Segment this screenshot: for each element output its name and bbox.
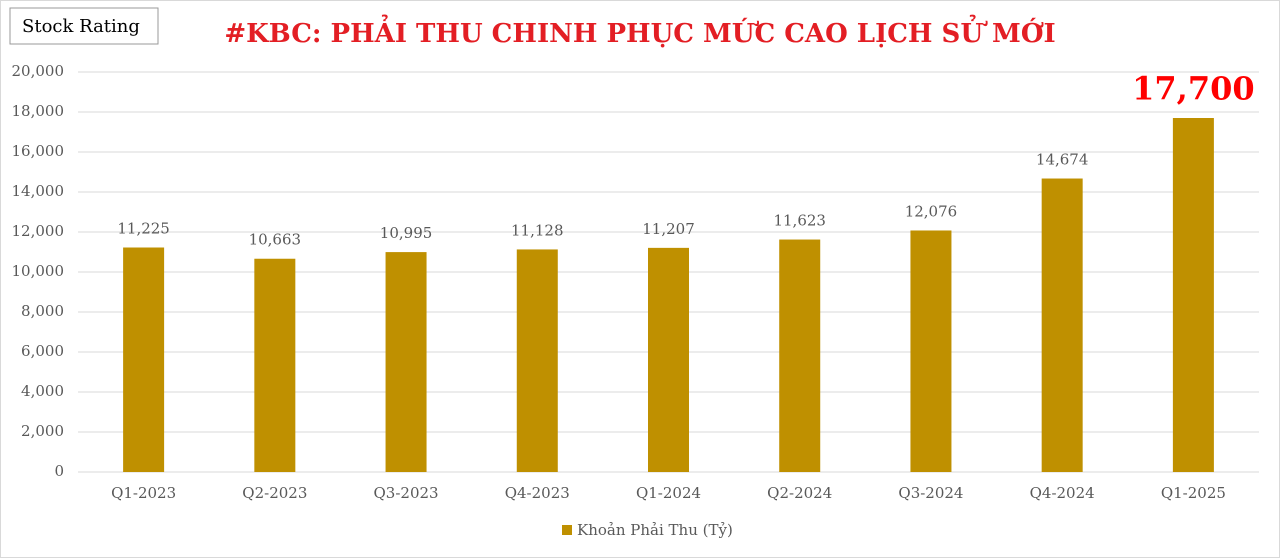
legend-label: Khoản Phải Thu (Tỷ)	[577, 521, 733, 539]
x-tick-label: Q2-2023	[242, 484, 307, 502]
value-label: 14,674	[1036, 151, 1089, 169]
x-tick-label: Q4-2024	[1030, 484, 1095, 502]
bar	[648, 247, 689, 472]
y-tick-label: 16,000	[12, 142, 65, 160]
bar	[1041, 178, 1083, 472]
y-tick-label: 6,000	[21, 342, 64, 360]
y-tick-label: 10,000	[12, 262, 65, 280]
y-tick-label: 14,000	[12, 182, 65, 200]
y-tick-label: 8,000	[21, 302, 64, 320]
y-tick-label: 18,000	[12, 102, 65, 120]
y-tick-label: 4,000	[21, 382, 64, 400]
x-tick-label: Q2-2024	[767, 484, 832, 502]
bar	[1172, 118, 1214, 472]
y-tick-label: 0	[54, 462, 64, 480]
y-tick-label: 2,000	[21, 422, 64, 440]
value-label: 10,995	[380, 224, 433, 242]
bar	[516, 249, 558, 472]
badge-box	[9, 7, 159, 45]
value-label: 11,225	[117, 220, 170, 238]
x-tick-label: Q1-2025	[1161, 484, 1226, 502]
value-label: 11,207	[642, 220, 695, 238]
bar	[254, 258, 296, 472]
value-label: 11,623	[773, 212, 826, 230]
value-label: 11,128	[511, 221, 564, 239]
value-label: 12,076	[905, 202, 958, 220]
x-tick-label: Q1-2024	[636, 484, 701, 502]
value-label: 17,700	[1132, 70, 1254, 108]
bar	[123, 247, 165, 472]
chart-title: #KBC: PHẢI THU CHINH PHỤC MỨC CAO LỊCH S…	[224, 14, 1055, 49]
badge: Stock Rating	[22, 16, 140, 37]
bar	[385, 252, 427, 472]
bar	[779, 239, 821, 472]
x-tick-label: Q3-2023	[374, 484, 439, 502]
x-tick-label: Q3-2024	[898, 484, 963, 502]
legend-swatch	[562, 525, 572, 535]
bar	[910, 230, 952, 472]
x-tick-label: Q4-2023	[505, 484, 570, 502]
y-tick-label: 12,000	[12, 222, 65, 240]
y-tick-label: 20,000	[12, 62, 65, 80]
x-tick-label: Q1-2023	[111, 484, 176, 502]
value-label: 10,663	[249, 231, 302, 249]
